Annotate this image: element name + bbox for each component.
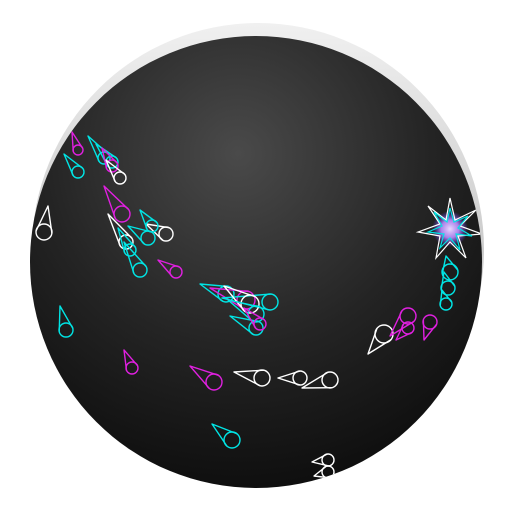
starburst-shape-inner	[425, 207, 473, 251]
comet-head	[261, 293, 279, 311]
comet-tail	[117, 227, 136, 254]
comet-head	[422, 314, 438, 330]
comet-tail	[395, 323, 413, 341]
comet-head	[58, 322, 74, 338]
comet-tail	[277, 370, 301, 386]
comet-head	[440, 280, 456, 296]
comet-sprite	[189, 365, 223, 391]
comet-tail	[243, 307, 265, 329]
comet-sprite	[277, 370, 308, 386]
comet-head	[145, 219, 159, 233]
comet-head	[105, 159, 119, 173]
comet-sprite	[105, 159, 127, 185]
comet-tail	[229, 315, 260, 335]
comet-tail	[58, 305, 74, 332]
comet-sprite	[71, 131, 84, 156]
comet-head	[401, 321, 415, 335]
comet-sprite	[103, 185, 131, 223]
comet-sprite	[233, 369, 271, 387]
comet-sprite	[389, 307, 417, 337]
comet-tail	[105, 159, 126, 182]
comet-head	[439, 297, 453, 311]
comet-head	[132, 262, 148, 278]
comet-tail	[301, 371, 333, 389]
comet-tail	[367, 328, 392, 355]
comet-head	[125, 361, 139, 375]
comet-sprite	[123, 241, 148, 278]
comet-head	[292, 370, 308, 386]
comet-tail	[63, 153, 84, 176]
comet-tail	[189, 365, 219, 390]
comet-head	[253, 369, 271, 387]
comet-sprite	[101, 147, 119, 173]
comet-tail	[123, 241, 147, 274]
comet-tail	[35, 205, 53, 234]
comet-head	[223, 431, 241, 449]
comet-head	[158, 226, 174, 242]
comet-head	[97, 151, 111, 165]
comet-tail	[123, 349, 139, 371]
comet-head	[253, 317, 267, 331]
comet-head	[248, 320, 264, 336]
comet-tail	[233, 369, 264, 387]
comet-sprite	[123, 349, 139, 375]
comet-tail	[127, 225, 152, 245]
comet-sprite	[139, 209, 159, 233]
comet-sprite	[95, 143, 119, 169]
comet-head	[169, 265, 183, 279]
comet-tail	[71, 131, 84, 152]
starburst-shape	[415, 197, 482, 261]
comet-sprite	[301, 371, 339, 389]
comet-sprite	[63, 153, 85, 179]
comet-sprite	[439, 289, 453, 311]
comet-layer	[35, 131, 459, 479]
comet-sprite	[35, 205, 53, 241]
comet-tail	[139, 209, 158, 230]
comet-tail	[157, 259, 180, 278]
comet-sprite	[117, 227, 137, 257]
comet-head	[113, 171, 127, 185]
comet-tail	[211, 423, 238, 447]
comet-head	[123, 243, 137, 257]
comet-head	[240, 294, 260, 314]
comet-sprite	[422, 314, 438, 341]
comet-sprite	[395, 321, 415, 341]
comet-head	[105, 155, 119, 169]
comet-head	[71, 165, 85, 179]
comet-head	[35, 223, 53, 241]
comet-sprite	[229, 315, 264, 336]
comet-tail	[199, 283, 229, 303]
comet-head	[321, 371, 339, 389]
comet-head	[113, 205, 131, 223]
comet-sprite	[223, 285, 260, 314]
comet-tail	[101, 147, 118, 170]
comet-sprite	[58, 305, 74, 338]
comet-tail	[95, 143, 117, 167]
comet-sprite	[440, 271, 456, 296]
right-starburst	[415, 197, 482, 261]
comet-sprite	[211, 423, 241, 449]
comet-tail	[223, 285, 256, 312]
comet-head	[72, 144, 84, 156]
comet-head	[205, 373, 223, 391]
comet-tail	[103, 185, 130, 219]
comet-head	[399, 307, 417, 325]
comet-tail	[227, 299, 260, 322]
comet-tail	[422, 319, 438, 341]
comet-sprite	[157, 259, 183, 279]
comet-sprite	[243, 307, 267, 331]
icon-sphere	[30, 36, 482, 488]
comet-tail	[389, 310, 415, 337]
comet-tail	[107, 213, 133, 247]
